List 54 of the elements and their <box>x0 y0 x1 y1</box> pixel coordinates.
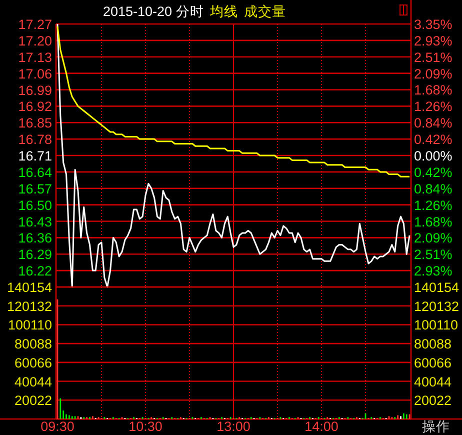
y2-tick-label: 80088 <box>414 336 452 352</box>
y-tick-label: 16.50 <box>18 198 52 213</box>
text: 操作 <box>422 419 450 434</box>
y-tick-label: 16.99 <box>18 82 52 98</box>
y2-tick-label: 0.84% <box>414 116 452 131</box>
chart-title: 2015-10-20 分时 <box>103 4 204 19</box>
y2-tick-label: 120132 <box>414 298 460 314</box>
y-tick-label: 17.13 <box>18 50 52 65</box>
y2-tick-label: 2.09% <box>414 66 452 82</box>
y-tick-label: 60066 <box>14 355 52 370</box>
text: 成交量 <box>244 4 286 19</box>
y-tick-label: 17.27 <box>18 17 52 32</box>
y-tick-label: 16.57 <box>18 181 52 196</box>
y-tick-label: 16.92 <box>18 99 52 114</box>
y-tick-label: 17.06 <box>18 66 52 82</box>
y-tick-label: 16.71 <box>18 148 52 164</box>
y2-tick-label: 0.42% <box>414 132 452 148</box>
x-tick-label: 09:30 <box>40 419 74 434</box>
x-tick-label: 14:00 <box>304 419 338 434</box>
y-tick-label: 120132 <box>6 298 52 314</box>
text: 均线 <box>208 4 238 19</box>
y2-tick-label: 140154 <box>414 280 460 295</box>
y-tick-label: 16.85 <box>18 116 52 131</box>
y2-tick-label: 1.26% <box>414 198 452 213</box>
x-tick-label: 10:30 <box>128 419 162 434</box>
y-tick-label: 16.29 <box>18 247 52 262</box>
y-tick-label: 17.20 <box>18 33 52 48</box>
y-tick-label: 16.22 <box>18 264 52 279</box>
y-tick-label: 16.36 <box>18 230 52 246</box>
y2-tick-label: 0.00% <box>414 148 452 164</box>
y-tick-label: 40044 <box>14 374 52 390</box>
y-tick-label: 100110 <box>8 318 52 333</box>
y-tick-label: 20022 <box>14 393 52 408</box>
x-tick-label: 13:00 <box>216 419 250 434</box>
y-tick-label: 140154 <box>6 280 52 295</box>
y2-tick-label: 2.93% <box>414 33 452 48</box>
y2-tick-label: 100110 <box>414 318 458 333</box>
y2-tick-label: 3.35% <box>414 17 452 32</box>
y-tick-label: 16.78 <box>18 132 52 148</box>
y2-tick-label: 40044 <box>414 374 452 390</box>
y-tick-label: 16.43 <box>18 214 52 230</box>
y2-tick-label: 2.51% <box>414 247 452 262</box>
y2-tick-label: 2.51% <box>414 50 452 65</box>
y2-tick-label: 1.68% <box>414 214 452 230</box>
y2-tick-label: 60066 <box>414 355 452 370</box>
y2-tick-label: 2.09% <box>414 230 452 246</box>
y-tick-label: 80088 <box>14 336 52 352</box>
y2-tick-label: 20022 <box>414 393 452 408</box>
y2-tick-label: 1.68% <box>414 82 452 98</box>
y-tick-label: 16.64 <box>18 164 52 180</box>
y2-tick-label: 1.26% <box>414 99 452 114</box>
y2-tick-label: 2.93% <box>414 264 452 279</box>
y2-tick-label: 0.42% <box>414 164 452 180</box>
y2-tick-label: 0.84% <box>414 181 452 196</box>
